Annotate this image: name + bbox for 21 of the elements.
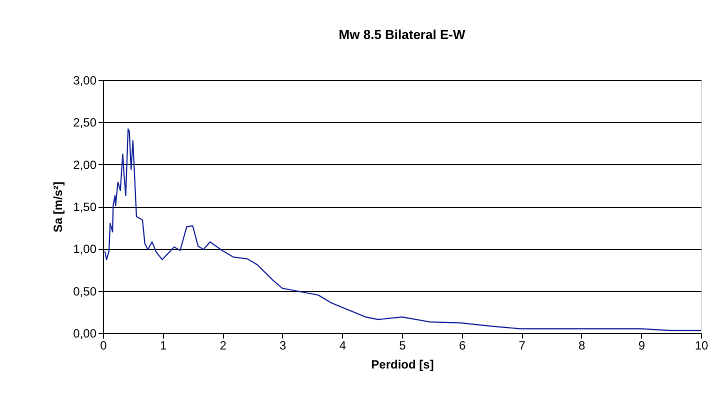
x-tick-label: 8 — [578, 338, 586, 352]
y-tick-label: 3,00 — [73, 74, 97, 88]
x-tick-label: 5 — [399, 338, 406, 352]
x-tick-label: 0 — [100, 338, 108, 352]
y-tick-label: 2,50 — [73, 116, 97, 130]
y-tick-label: 1,50 — [73, 200, 97, 214]
x-axis-title: Perdiod [s] — [371, 358, 434, 372]
x-tick-label: 9 — [638, 338, 646, 352]
x-tick-label: 4 — [339, 338, 346, 352]
chart-title: Mw 8.5 Bilateral E-W — [338, 27, 466, 42]
x-tick-label: 3 — [280, 338, 287, 352]
x-tick-label: 6 — [458, 338, 466, 352]
y-tick-label: 1,00 — [73, 242, 97, 256]
x-tick-label: 7 — [518, 338, 526, 352]
y-tick-label: 0,00 — [73, 326, 97, 340]
x-tick-label: 2 — [220, 338, 227, 352]
y-tick-label: 0,50 — [73, 284, 97, 298]
x-tick-label: 10 — [694, 338, 708, 352]
x-tick-label: 1 — [160, 338, 167, 352]
y-axis-title: Sa [m/s²] — [51, 182, 66, 232]
y-tick-label: 2,00 — [73, 158, 97, 172]
